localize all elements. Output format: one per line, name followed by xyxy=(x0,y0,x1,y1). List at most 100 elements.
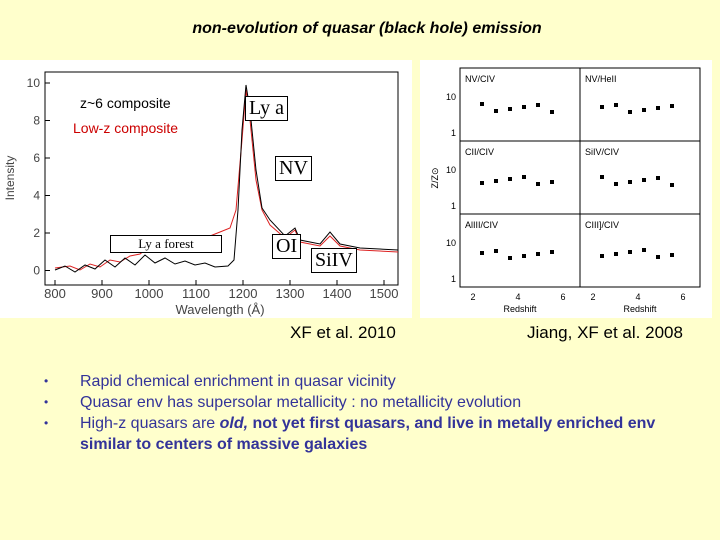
text-run: Quasar env has supersolar metallicity : … xyxy=(80,394,522,411)
marker xyxy=(628,110,632,114)
caption: Jiang, XF et al. 2008 xyxy=(527,323,683,342)
x-tick-label: 800 xyxy=(44,286,66,301)
x-tick-label: 1300 xyxy=(276,286,305,301)
x-tick-label: 1400 xyxy=(323,286,352,301)
marker xyxy=(656,106,660,110)
y-tick-label: 10 xyxy=(446,92,456,102)
y-tick-label: 10 xyxy=(27,76,41,90)
text-run: Rapid chemical enrichment in quasar vici… xyxy=(80,373,396,390)
y-tick-label: 1 xyxy=(451,128,456,138)
marker xyxy=(550,250,554,254)
title: non-evolution of quasar (black hole) emi… xyxy=(192,20,542,37)
x-tick-label: 6 xyxy=(560,292,565,302)
bullet-dot: • xyxy=(44,395,49,409)
legend-entry: z~6 composite xyxy=(80,95,171,111)
text-run: not yet first quasars, and live in metal… xyxy=(80,415,656,453)
marker xyxy=(670,253,674,257)
marker xyxy=(600,175,604,179)
panel-label: CIII]/CIV xyxy=(585,220,619,230)
bullet-dot: • xyxy=(44,416,49,430)
figure-bg xyxy=(420,60,712,318)
y-axis-label: Z/Z⊙ xyxy=(430,167,440,188)
marker xyxy=(522,105,526,109)
marker xyxy=(522,254,526,258)
marker xyxy=(642,108,646,112)
marker xyxy=(494,109,498,113)
marker xyxy=(508,177,512,181)
marker xyxy=(628,180,632,184)
bullet-text: High-z quasars are old, not yet first qu… xyxy=(80,413,700,455)
y-tick-label: 10 xyxy=(446,165,456,175)
y-tick-label: 1 xyxy=(451,274,456,284)
spectrum-figure: 10 8 6 4 2 0 800 900 1000 1100 1200 1300 1400 1500 Wav… xyxy=(0,60,412,318)
marker xyxy=(614,182,618,186)
marker xyxy=(480,181,484,185)
text-run: High-z quasars are xyxy=(80,415,220,432)
x-tick-label: 1500 xyxy=(370,286,399,301)
annotation: SiIV xyxy=(311,248,357,273)
marker xyxy=(614,252,618,256)
marker xyxy=(656,176,660,180)
panel-label: NV/HeII xyxy=(585,74,617,84)
panel-label: NV/CIV xyxy=(465,74,495,84)
annotation: NV xyxy=(275,156,312,181)
text-run: old, xyxy=(219,415,249,432)
marker xyxy=(670,104,674,108)
x-tick-label: 2 xyxy=(470,292,475,302)
marker xyxy=(536,182,540,186)
legend-entry: Low-z composite xyxy=(73,120,179,136)
marker xyxy=(480,251,484,255)
x-axis-label: Redshift xyxy=(623,304,657,314)
y-tick-label: 8 xyxy=(33,114,40,128)
bullet-text: Quasar env has supersolar metallicity : … xyxy=(80,392,700,413)
y-axis-label: Intensity xyxy=(3,156,17,201)
bullet-text: Rapid chemical enrichment in quasar vici… xyxy=(80,371,700,392)
marker xyxy=(536,252,540,256)
marker xyxy=(642,248,646,252)
x-axis-label: Wavelength (Å) xyxy=(175,302,264,317)
annotation: Ly a xyxy=(245,96,288,121)
x-tick-label: 4 xyxy=(515,292,520,302)
y-tick-label: 4 xyxy=(33,189,40,203)
marker xyxy=(522,175,526,179)
y-tick-label: 10 xyxy=(446,238,456,248)
marker xyxy=(494,249,498,253)
panel-label: AlIII/CIV xyxy=(465,220,498,230)
panel-label: CII/CIV xyxy=(465,147,494,157)
marker xyxy=(614,103,618,107)
marker xyxy=(550,180,554,184)
x-tick-label: 1000 xyxy=(135,286,164,301)
x-axis-label: Redshift xyxy=(503,304,537,314)
marker xyxy=(536,103,540,107)
marker xyxy=(656,255,660,259)
y-tick-label: 0 xyxy=(33,264,40,278)
metallicity-figure: NV/CIV NV/HeII CII/CIV SiIV/CIV AlIII/CIV CII… xyxy=(420,60,712,318)
x-tick-label: 1100 xyxy=(182,286,210,301)
marker xyxy=(508,256,512,260)
y-tick-label: 6 xyxy=(33,151,40,165)
marker xyxy=(508,107,512,111)
panel-label: SiIV/CIV xyxy=(585,147,619,157)
figure-bg xyxy=(0,60,412,318)
annotation: Ly a forest xyxy=(110,235,222,253)
marker xyxy=(600,254,604,258)
x-tick-label: 900 xyxy=(91,286,113,301)
marker xyxy=(670,183,674,187)
marker xyxy=(628,250,632,254)
x-tick-label: 6 xyxy=(680,292,685,302)
plot-frame xyxy=(44,71,399,286)
x-tick-label: 4 xyxy=(635,292,640,302)
y-tick-label: 2 xyxy=(33,226,40,240)
bullet-dot: • xyxy=(44,374,49,388)
marker xyxy=(600,105,604,109)
x-tick-label: 2 xyxy=(590,292,595,302)
annotation: OI xyxy=(272,234,302,259)
marker xyxy=(642,178,646,182)
marker xyxy=(550,110,554,114)
marker xyxy=(494,179,498,183)
marker xyxy=(480,102,484,106)
y-tick-label: 1 xyxy=(451,201,456,211)
x-tick-label: 1200 xyxy=(229,286,258,301)
caption: XF et al. 2010 xyxy=(290,323,396,342)
